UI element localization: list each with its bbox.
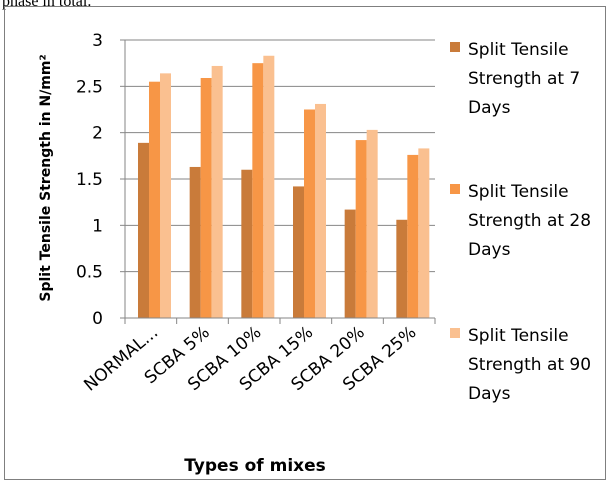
bar-series-2-6: [407, 154, 419, 318]
x-tick-labels: NORMAL...SCBA 5%SCBA 10%SCBA 15%SCBA 20%…: [80, 323, 420, 396]
bar-series-2-4: [304, 109, 315, 318]
gridlines: [125, 39, 435, 273]
bar-series-3-6: [418, 148, 430, 318]
y-axis-title: Split Tensile Strength in N/mm²: [38, 54, 54, 301]
bar-series-1-5: [344, 209, 356, 318]
legend-label-line: Split Tensile: [468, 40, 569, 60]
y-tick-label: 1: [92, 216, 103, 236]
y-tick-label: 1.5: [76, 170, 103, 190]
y-tick-label: 2.5: [76, 77, 103, 97]
legend-swatch-1: [450, 42, 460, 52]
y-tick-label: 0.5: [76, 263, 103, 283]
bar-series-1-6: [396, 219, 408, 318]
top-text-fragment: phase in total.: [2, 0, 92, 10]
bar-series-1-4: [293, 186, 304, 318]
bar-series-2-3: [252, 63, 264, 318]
legend-label-line: Days: [468, 240, 511, 260]
y-tick-label: 2: [92, 124, 103, 144]
bar-series-2-2: [200, 77, 212, 318]
legend-label-line: Strength at 90: [468, 355, 591, 375]
bar-series-3-2: [211, 65, 223, 319]
bar-series-3-4: [315, 103, 326, 318]
bar-series-3-1: [160, 73, 171, 318]
legend-label-line: Strength at 7: [468, 69, 580, 89]
chart-frame: [4, 6, 606, 480]
legend-label-line: Split Tensile: [468, 326, 569, 346]
legend-label-line: Days: [468, 384, 511, 404]
legend-label-line: Strength at 28: [468, 211, 591, 231]
y-tick-label: 0: [92, 309, 103, 329]
y-tick-labels: 0 0.5 1 1.5 2 2.5 3: [76, 31, 103, 329]
bar-series-1-3: [241, 169, 253, 318]
legend-swatch-3: [450, 328, 460, 338]
x-axis-title: Types of mixes: [184, 456, 326, 476]
legend: Split Tensile Strength at 7 Days Split Tens…: [450, 40, 591, 404]
bar-series-2-5: [355, 140, 367, 318]
legend-swatch-2: [450, 184, 460, 194]
bar-series-2-1: [149, 81, 160, 318]
bar-series-3-3: [263, 55, 275, 319]
bars: [138, 55, 430, 319]
legend-label-line: Days: [468, 98, 511, 118]
y-tick-label: 3: [92, 31, 103, 51]
bar-series-3-5: [366, 129, 378, 318]
legend-label-line: Split Tensile: [468, 182, 569, 202]
bar-series-1-2: [189, 166, 201, 318]
bar-series-1-1: [138, 142, 149, 318]
axes: [120, 39, 436, 324]
